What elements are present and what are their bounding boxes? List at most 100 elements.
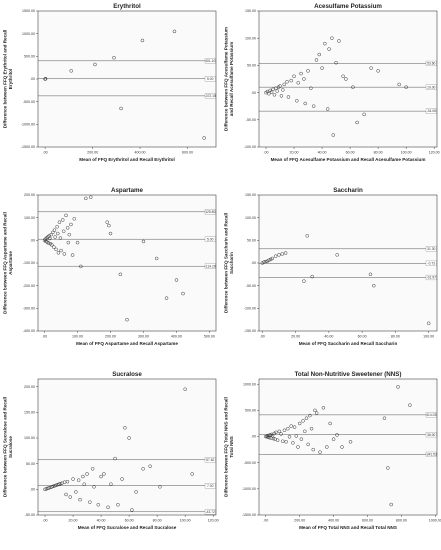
y-tick-label: -50.00 <box>246 284 256 288</box>
data-point <box>303 101 307 106</box>
data-point <box>362 112 366 117</box>
y-tick-label: .00 <box>251 435 256 439</box>
y-tick-label: 1000.00 <box>243 382 256 386</box>
data-point <box>99 474 103 479</box>
data-point <box>69 69 73 73</box>
data-point <box>297 421 302 426</box>
data-point <box>368 272 373 277</box>
data-point <box>426 321 431 326</box>
y-tick-label: 100.00 <box>24 436 35 440</box>
x-tick-label: 80.00 <box>374 151 383 155</box>
data-point <box>313 408 317 413</box>
y-tick-label: -1500.00 <box>242 513 256 517</box>
y-tick-label: 1500.00 <box>22 9 35 13</box>
reference-line-label-box <box>204 76 216 82</box>
data-point <box>134 490 138 494</box>
data-point <box>61 229 66 233</box>
data-point <box>389 502 393 507</box>
data-point <box>268 257 273 262</box>
data-point <box>130 508 134 512</box>
data-point <box>309 86 313 90</box>
data-point <box>295 99 299 103</box>
data-point <box>372 283 376 288</box>
data-point <box>260 261 265 265</box>
data-point <box>120 477 124 481</box>
x-tick-label: 100.00 <box>423 335 434 339</box>
data-point <box>266 433 271 438</box>
x-tick-label: 600.00 <box>362 519 373 523</box>
data-point <box>70 253 75 257</box>
data-point <box>348 440 353 444</box>
data-point <box>404 85 408 89</box>
x-tick-label: 500.00 <box>204 335 215 339</box>
reference-line-label-box <box>425 274 437 281</box>
data-point <box>181 291 185 296</box>
x-tick-label: .00 <box>43 151 48 155</box>
data-point <box>303 429 307 434</box>
data-point <box>62 252 67 256</box>
data-point <box>328 421 332 426</box>
data-point <box>292 425 297 429</box>
y-tick-label: 50.00 <box>247 239 256 243</box>
y-tick-label: .00 <box>30 488 35 492</box>
data-point <box>369 66 373 70</box>
x-tick-label: 200.00 <box>87 151 98 155</box>
reference-line-label: 5.00 <box>207 237 214 241</box>
data-point <box>355 120 359 125</box>
reference-line-label-box <box>425 451 437 457</box>
data-point <box>268 433 272 437</box>
data-point <box>190 472 194 476</box>
data-point <box>76 478 81 482</box>
chart-panel-6: Total Non-Nutritive Sweetener (NNS) -1500… <box>224 371 441 530</box>
reference-line-label: 7.00 <box>207 484 214 488</box>
data-point <box>289 78 293 83</box>
reference-line-label-box <box>425 108 437 114</box>
data-point <box>334 60 338 65</box>
reference-line-label: 401.10 <box>205 59 215 63</box>
reference-line-label: 57.62 <box>206 458 214 462</box>
y-tick-label: -500.00 <box>244 461 256 465</box>
y-axis-label: Difference between FFQ Saccharin and Rec… <box>224 213 234 313</box>
reference-line-label-box <box>425 432 437 438</box>
y-axis-label-line: Difference between FFQ Sucralose and Rec… <box>3 397 8 497</box>
data-point <box>289 424 293 428</box>
y-axis-label: Difference between FFQ Aspartame and Rec… <box>3 212 13 314</box>
x-axis-label: Mean of FFQ Acesulfame Potassium and Rec… <box>271 157 426 162</box>
data-point <box>67 232 72 237</box>
data-point <box>282 82 286 87</box>
x-axis-label: Mean of FFQ Saccharin and Recall Sacchar… <box>299 341 398 346</box>
data-point <box>64 213 68 218</box>
y-tick-label: -1500.00 <box>21 145 35 149</box>
data-point <box>43 77 48 81</box>
chart-panel-3: Aspartame -400.00 -300.00 -200.00 -100.00 .00… <box>3 187 217 346</box>
x-tick-label: 80.00 <box>391 335 400 339</box>
data-point <box>283 251 288 255</box>
data-point <box>60 218 65 222</box>
reference-line-label-box <box>425 246 437 252</box>
y-tick-label: 150.00 <box>24 411 35 415</box>
reference-line-label: -372.15 <box>205 94 216 98</box>
x-tick-label: 60.00 <box>358 335 367 339</box>
x-tick-label: 20.00 <box>290 151 299 155</box>
data-point <box>79 264 83 269</box>
data-point <box>174 278 179 282</box>
data-point <box>53 235 57 239</box>
y-tick-label: .00 <box>251 261 256 265</box>
data-point <box>52 228 57 232</box>
data-point <box>269 436 273 440</box>
chart-title: Total Non-Nutritive Sweetener (NNS) <box>295 371 402 378</box>
data-point <box>106 505 110 510</box>
x-axis-label: Mean of FFQ Sucralose and Recall Sucralo… <box>78 525 177 530</box>
data-point <box>281 88 285 92</box>
data-point <box>141 239 146 244</box>
y-axis-label-line: Difference between FFQ Erythritol and Re… <box>3 30 8 129</box>
data-point <box>74 490 78 494</box>
data-point <box>93 62 97 67</box>
y-axis-label-line: and Recall Acesulfame Potassium <box>229 42 234 116</box>
y-axis-label: Difference between FFQ Acesulfame Potass… <box>224 27 234 131</box>
reference-line-label-box <box>204 236 216 242</box>
data-point <box>172 29 177 34</box>
data-point <box>299 437 304 441</box>
